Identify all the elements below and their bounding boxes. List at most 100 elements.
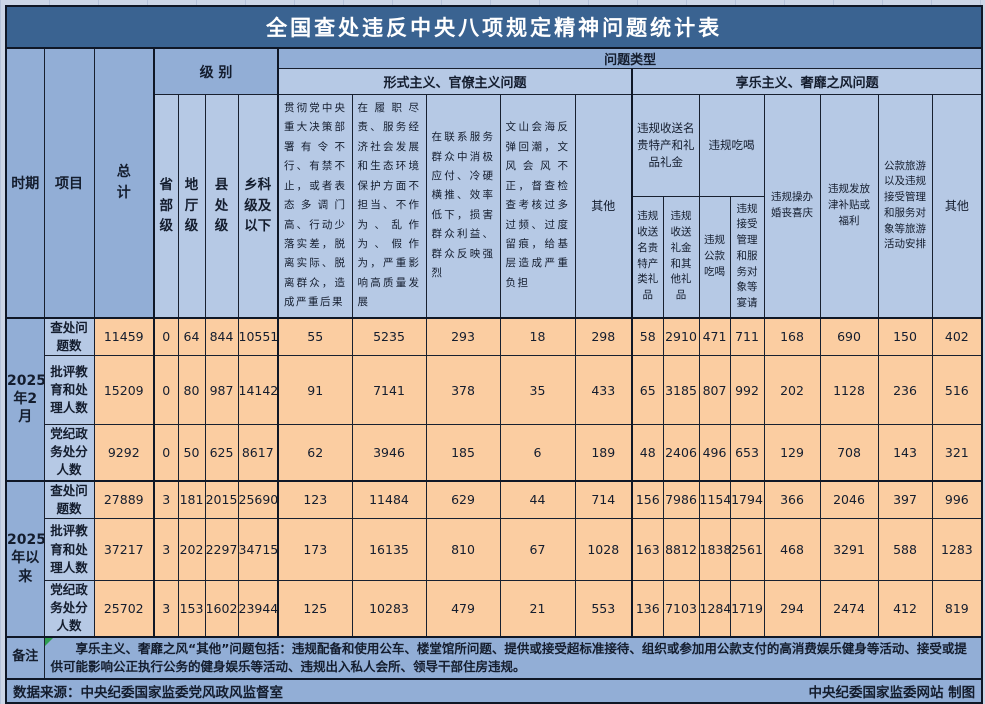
col-header-formalism-1: 贯彻党中央重大决策部署有令不行、有禁不止，或者表态多调门高、行动少落实差，脱离实… bbox=[277, 93, 353, 319]
data-cell: 714 bbox=[574, 479, 633, 520]
data-cell: 3291 bbox=[819, 518, 879, 582]
data-cell: 807 bbox=[698, 355, 731, 426]
data-cell: 21 bbox=[499, 580, 576, 638]
table-row: 2025年以来 查处问题数 27889 3 181 2015 25690 123… bbox=[5, 479, 983, 638]
table-row: 2025年2月 查处问题数 11459 0 64 844 10551 55 52… bbox=[5, 316, 983, 482]
data-cell: 9292 bbox=[93, 424, 155, 482]
period-label-ytd: 2025年以来 bbox=[5, 479, 45, 638]
data-cell: 653 bbox=[729, 424, 765, 482]
group-header-gifts: 违规收送名贵特产和礼品礼金 bbox=[631, 94, 700, 197]
data-cell: 10551 bbox=[237, 316, 279, 357]
data-cell: 8812 bbox=[662, 518, 700, 582]
label: 违规接受管理和服务对象等宴请 bbox=[736, 202, 758, 310]
metric-label: 批评教育和处理人数 bbox=[43, 518, 95, 582]
label: 县处级 bbox=[214, 177, 229, 234]
col-header-prefecture-level: 地厅级 bbox=[177, 93, 206, 319]
table-row: 党纪政务处分人数 9292 0 50 625 8617 62 3946 185 … bbox=[6, 424, 983, 482]
metric-label: 批评教育和处理人数 bbox=[43, 355, 95, 426]
group-header-problem-type: 问题类型 bbox=[276, 47, 983, 69]
label: 违规公款吃喝 bbox=[703, 234, 725, 278]
data-cell: 236 bbox=[877, 355, 933, 426]
data-cell: 181 bbox=[177, 479, 206, 520]
col-header-province-level: 省部级 bbox=[153, 93, 179, 319]
data-cell: 16135 bbox=[351, 518, 427, 582]
data-cell: 5235 bbox=[351, 316, 427, 357]
data-cell: 3946 bbox=[351, 424, 427, 482]
data-cell: 65 bbox=[631, 355, 664, 426]
data-cell: 35 bbox=[499, 355, 576, 426]
col-header-allowance: 违规发放津补贴或福利 bbox=[819, 93, 879, 319]
data-cell: 2015 bbox=[204, 479, 239, 520]
data-cell: 44 bbox=[499, 479, 576, 520]
metric-label: 查处问题数 bbox=[43, 316, 95, 357]
metric-label: 查处问题数 bbox=[43, 479, 95, 520]
data-cell: 294 bbox=[763, 580, 821, 638]
data-cell: 711 bbox=[729, 316, 765, 357]
data-cell: 553 bbox=[574, 580, 633, 638]
data-cell: 7986 bbox=[662, 479, 700, 520]
col-header-county-level: 县处级 bbox=[204, 93, 239, 319]
label: 公款旅游以及违规接受管理和服务对象等旅游活动安排 bbox=[884, 159, 926, 251]
data-cell: 987 bbox=[204, 355, 239, 426]
data-cell: 708 bbox=[819, 424, 879, 482]
col-header-formalism-4: 文山会海反弹回潮，文风会风不正，督查检查考核过多过频、过度留痕，给基层造成严重负… bbox=[499, 93, 576, 319]
data-cell: 11459 bbox=[93, 316, 155, 357]
group-header-eating: 违规吃喝 bbox=[698, 94, 765, 197]
data-cell: 819 bbox=[931, 580, 983, 638]
data-cell: 185 bbox=[425, 424, 501, 482]
data-cell: 1283 bbox=[931, 518, 983, 582]
data-cell: 136 bbox=[631, 580, 664, 638]
data-cell: 397 bbox=[877, 479, 933, 520]
data-cell: 479 bbox=[425, 580, 501, 638]
data-cell: 125 bbox=[277, 580, 353, 638]
data-cell: 2046 bbox=[819, 479, 879, 520]
col-header-item: 项目 bbox=[43, 47, 95, 319]
period-label-feb: 2025年2月 bbox=[5, 316, 45, 482]
data-cell: 3 bbox=[153, 518, 179, 582]
data-cell: 1128 bbox=[819, 355, 879, 426]
data-cell: 129 bbox=[763, 424, 821, 482]
data-cell: 629 bbox=[425, 479, 501, 520]
col-header-formalism-2: 在履职尽责、服务经济社会发展和生态环境保护方面不担当、不作为、乱作为、假作为，严… bbox=[351, 93, 427, 319]
data-cell: 625 bbox=[204, 424, 239, 482]
data-cell: 844 bbox=[204, 316, 239, 357]
data-cell: 7103 bbox=[662, 580, 700, 638]
table-row: 批评教育和处理人数 37217 3 202 2297 34715 173 161… bbox=[6, 518, 983, 582]
col-header-gift-money: 违规收送礼金和其他礼品 bbox=[662, 195, 700, 319]
data-cell: 25690 bbox=[237, 479, 279, 520]
group-header-hedonism: 享乐主义、奢靡之风问题 bbox=[630, 68, 983, 95]
data-cell: 0 bbox=[153, 355, 179, 426]
data-cell: 2297 bbox=[204, 518, 239, 582]
group-header-level: 级 别 bbox=[153, 47, 279, 95]
data-cell: 80 bbox=[177, 355, 206, 426]
data-cell: 14142 bbox=[237, 355, 279, 426]
col-header-public-funds-dining: 违规公款吃喝 bbox=[698, 195, 731, 319]
data-cell: 402 bbox=[931, 316, 983, 357]
data-cell: 412 bbox=[877, 580, 933, 638]
data-cell: 48 bbox=[631, 424, 664, 482]
data-cell: 1602 bbox=[204, 580, 239, 638]
data-cell: 516 bbox=[931, 355, 983, 426]
data-cell: 496 bbox=[698, 424, 731, 482]
data-cell: 163 bbox=[631, 518, 664, 582]
data-cell: 433 bbox=[574, 355, 633, 426]
col-header-gift-specialty: 违规收送名贵特产类礼品 bbox=[631, 195, 664, 319]
data-cell: 143 bbox=[877, 424, 933, 482]
col-header-hedonism-other: 其他 bbox=[931, 93, 983, 319]
data-cell: 55 bbox=[277, 316, 353, 357]
data-cell: 468 bbox=[763, 518, 821, 582]
data-cell: 37217 bbox=[93, 518, 155, 582]
data-cell: 0 bbox=[153, 316, 179, 357]
col-header-total: 总计 bbox=[93, 47, 155, 319]
metric-label: 党纪政务处分人数 bbox=[43, 424, 95, 482]
data-cell: 366 bbox=[763, 479, 821, 520]
note-text: 享乐主义、奢靡之风“其他”问题包括：违规配备和使用公车、楼堂馆所问题、提供或接受… bbox=[50, 640, 967, 674]
data-cell: 67 bbox=[499, 518, 576, 582]
data-cell: 123 bbox=[277, 479, 353, 520]
data-cell: 202 bbox=[177, 518, 206, 582]
data-cell: 992 bbox=[729, 355, 765, 426]
data-cell: 2910 bbox=[662, 316, 700, 357]
page-title: 全国查处违反中央八项规定精神问题统计表 bbox=[4, 5, 984, 49]
data-cell: 1154 bbox=[698, 479, 731, 520]
data-cell: 996 bbox=[931, 479, 983, 520]
